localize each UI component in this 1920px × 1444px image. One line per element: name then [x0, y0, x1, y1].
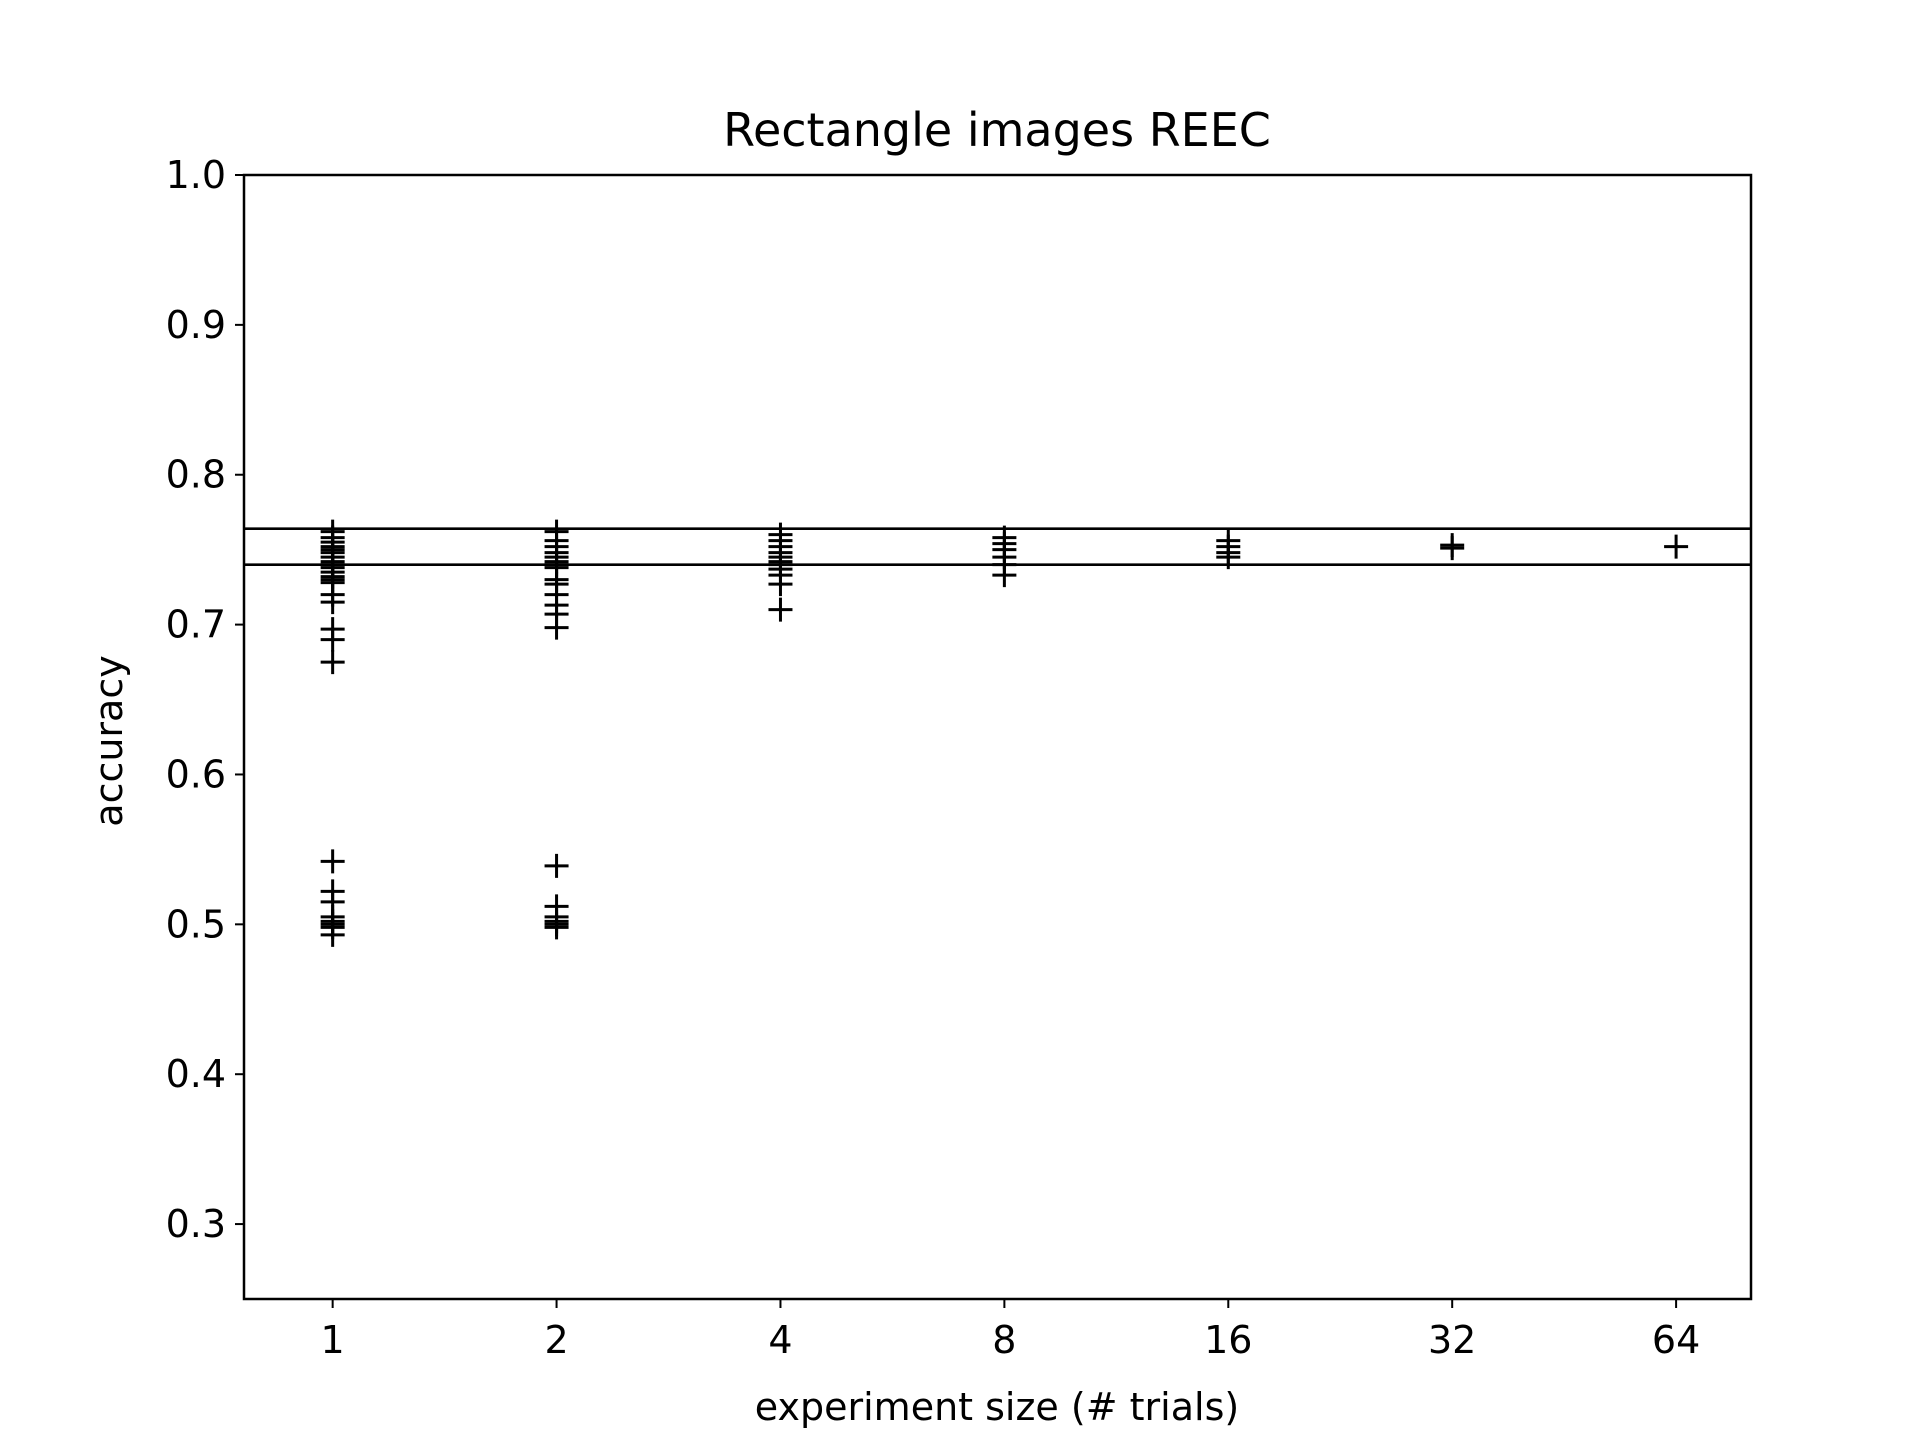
y-tick-label-3: 0.6 — [166, 752, 226, 796]
x-axis-ticks: 1 2 4 8 16 32 64 — [321, 1299, 1700, 1362]
data-point — [1664, 534, 1689, 559]
x-tick-label-5: 32 — [1428, 1318, 1476, 1362]
data-point — [320, 590, 345, 615]
y-tick-label-0: 0.3 — [166, 1202, 226, 1246]
data-point — [768, 597, 793, 622]
data-point — [320, 849, 345, 874]
data-point — [1440, 536, 1465, 561]
y-axis-label: accuracy — [87, 655, 131, 826]
x-tick-label-2: 4 — [768, 1318, 792, 1362]
y-tick-label-1: 0.4 — [166, 1052, 226, 1096]
plot-area-frame — [242, 173, 1753, 1301]
x-tick-label-1: 2 — [544, 1318, 568, 1362]
x-tick-label-0: 1 — [321, 1318, 345, 1362]
data-point — [320, 922, 345, 947]
data-point — [320, 627, 345, 652]
data-points — [320, 519, 1689, 947]
data-point — [768, 572, 793, 597]
x-tick-label-6: 64 — [1652, 1318, 1700, 1362]
y-tick-label-6: 0.9 — [166, 303, 226, 347]
y-tick-label-7: 1.0 — [166, 153, 226, 197]
data-point — [320, 650, 345, 675]
x-axis-label: experiment size (# trials) — [755, 1385, 1239, 1429]
data-point — [544, 615, 569, 640]
data-point — [992, 563, 1017, 588]
x-tick-label-3: 8 — [992, 1318, 1016, 1362]
data-point — [1216, 545, 1241, 570]
data-point — [544, 853, 569, 878]
chart-title: Rectangle images REEC — [723, 103, 1271, 157]
x-tick-label-4: 16 — [1204, 1318, 1252, 1362]
y-tick-label-2: 0.5 — [166, 902, 226, 946]
y-tick-label-5: 0.8 — [166, 453, 226, 497]
y-axis-ticks: 0.3 0.4 0.5 0.6 0.7 0.8 0.9 1.0 — [166, 153, 244, 1246]
y-tick-label-4: 0.7 — [166, 603, 226, 647]
reference-lines — [244, 527, 1751, 566]
data-point — [544, 915, 569, 940]
